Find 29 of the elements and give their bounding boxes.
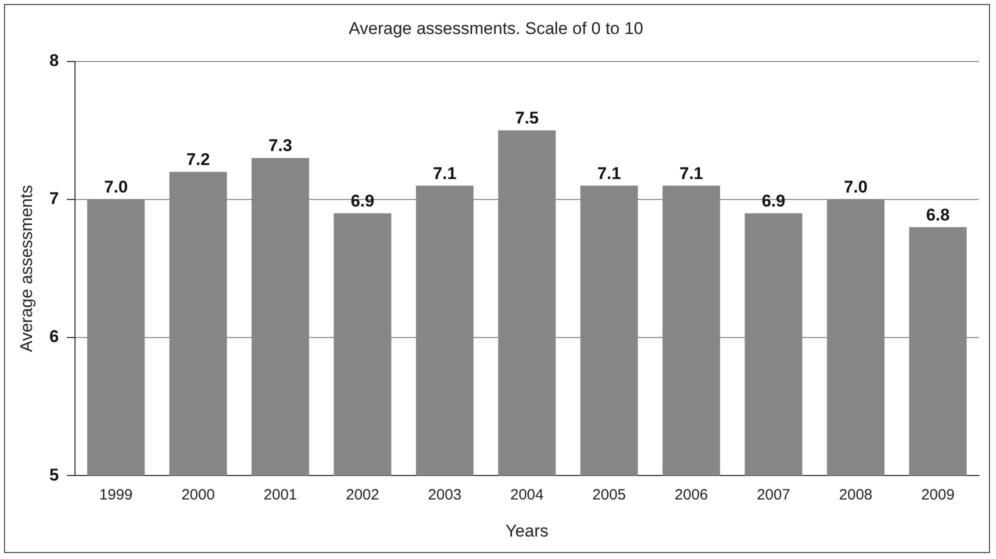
x-tick-label: 2005	[592, 486, 626, 504]
chart-title: Average assessments. Scale of 0 to 10	[348, 18, 644, 38]
x-tick-label: 1999	[99, 486, 133, 504]
x-axis-title: Years	[506, 521, 548, 540]
y-tick-label: 7	[49, 189, 59, 208]
data-label: 6.9	[350, 191, 374, 210]
x-tick-label: 2008	[839, 486, 872, 504]
x-tick-label: 2002	[346, 486, 380, 504]
y-tick-label: 5	[49, 465, 59, 484]
data-label: 7.0	[844, 178, 868, 197]
x-tick-label: 2006	[674, 486, 708, 504]
data-label: 6.9	[762, 191, 786, 210]
x-tick-label: 2000	[181, 486, 215, 504]
y-axis-title: Average assessments	[16, 185, 36, 352]
data-label: 7.0	[104, 178, 128, 197]
y-tick-label: 8	[49, 51, 59, 70]
x-tick-label: 2004	[510, 486, 544, 504]
x-tick-label: 2001	[264, 486, 298, 504]
x-tick-label: 2009	[921, 486, 955, 504]
data-label: 6.8	[926, 205, 950, 224]
y-tick-label: 6	[49, 327, 59, 346]
x-tick-label: 2003	[428, 486, 462, 504]
data-label: 7.1	[432, 164, 457, 183]
data-label: 7.1	[679, 164, 704, 183]
data-label: 7.3	[268, 136, 292, 156]
data-label: 7.1	[597, 164, 621, 183]
data-label: 7.2	[186, 150, 210, 170]
data-label: 7.5	[515, 108, 539, 128]
x-tick-label: 2007	[756, 486, 790, 504]
